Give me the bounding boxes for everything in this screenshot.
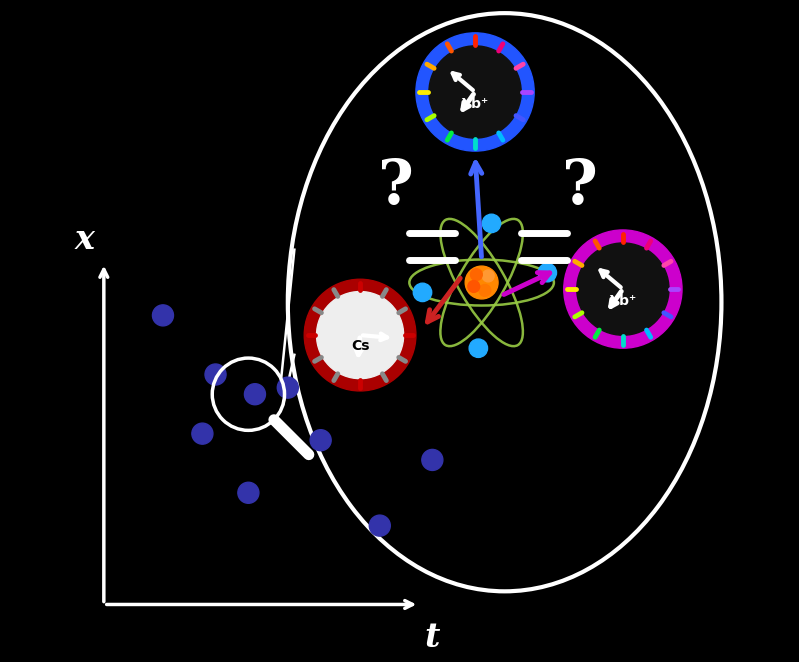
Circle shape	[479, 285, 491, 297]
Text: Yb⁺: Yb⁺	[610, 294, 637, 308]
Circle shape	[277, 377, 298, 398]
Circle shape	[153, 305, 173, 326]
Circle shape	[468, 281, 479, 293]
Text: ?: ?	[378, 158, 414, 217]
Circle shape	[369, 515, 390, 536]
Text: x: x	[74, 223, 94, 256]
Text: t: t	[424, 621, 440, 654]
Circle shape	[422, 449, 443, 471]
Circle shape	[483, 270, 494, 282]
Circle shape	[238, 482, 259, 503]
Circle shape	[413, 283, 431, 302]
Circle shape	[483, 214, 501, 232]
Circle shape	[465, 266, 498, 299]
Text: ?: ?	[562, 158, 598, 217]
Circle shape	[539, 263, 557, 282]
Circle shape	[577, 243, 669, 335]
Text: Yb⁺: Yb⁺	[462, 97, 489, 111]
Text: Cs: Cs	[351, 339, 369, 354]
Circle shape	[316, 291, 403, 379]
Circle shape	[416, 33, 535, 151]
Circle shape	[192, 423, 213, 444]
Circle shape	[564, 230, 682, 348]
Circle shape	[205, 364, 226, 385]
Circle shape	[244, 384, 265, 404]
Circle shape	[310, 430, 331, 451]
Circle shape	[304, 279, 416, 391]
Circle shape	[429, 46, 521, 138]
Circle shape	[469, 339, 487, 357]
Circle shape	[471, 269, 483, 281]
